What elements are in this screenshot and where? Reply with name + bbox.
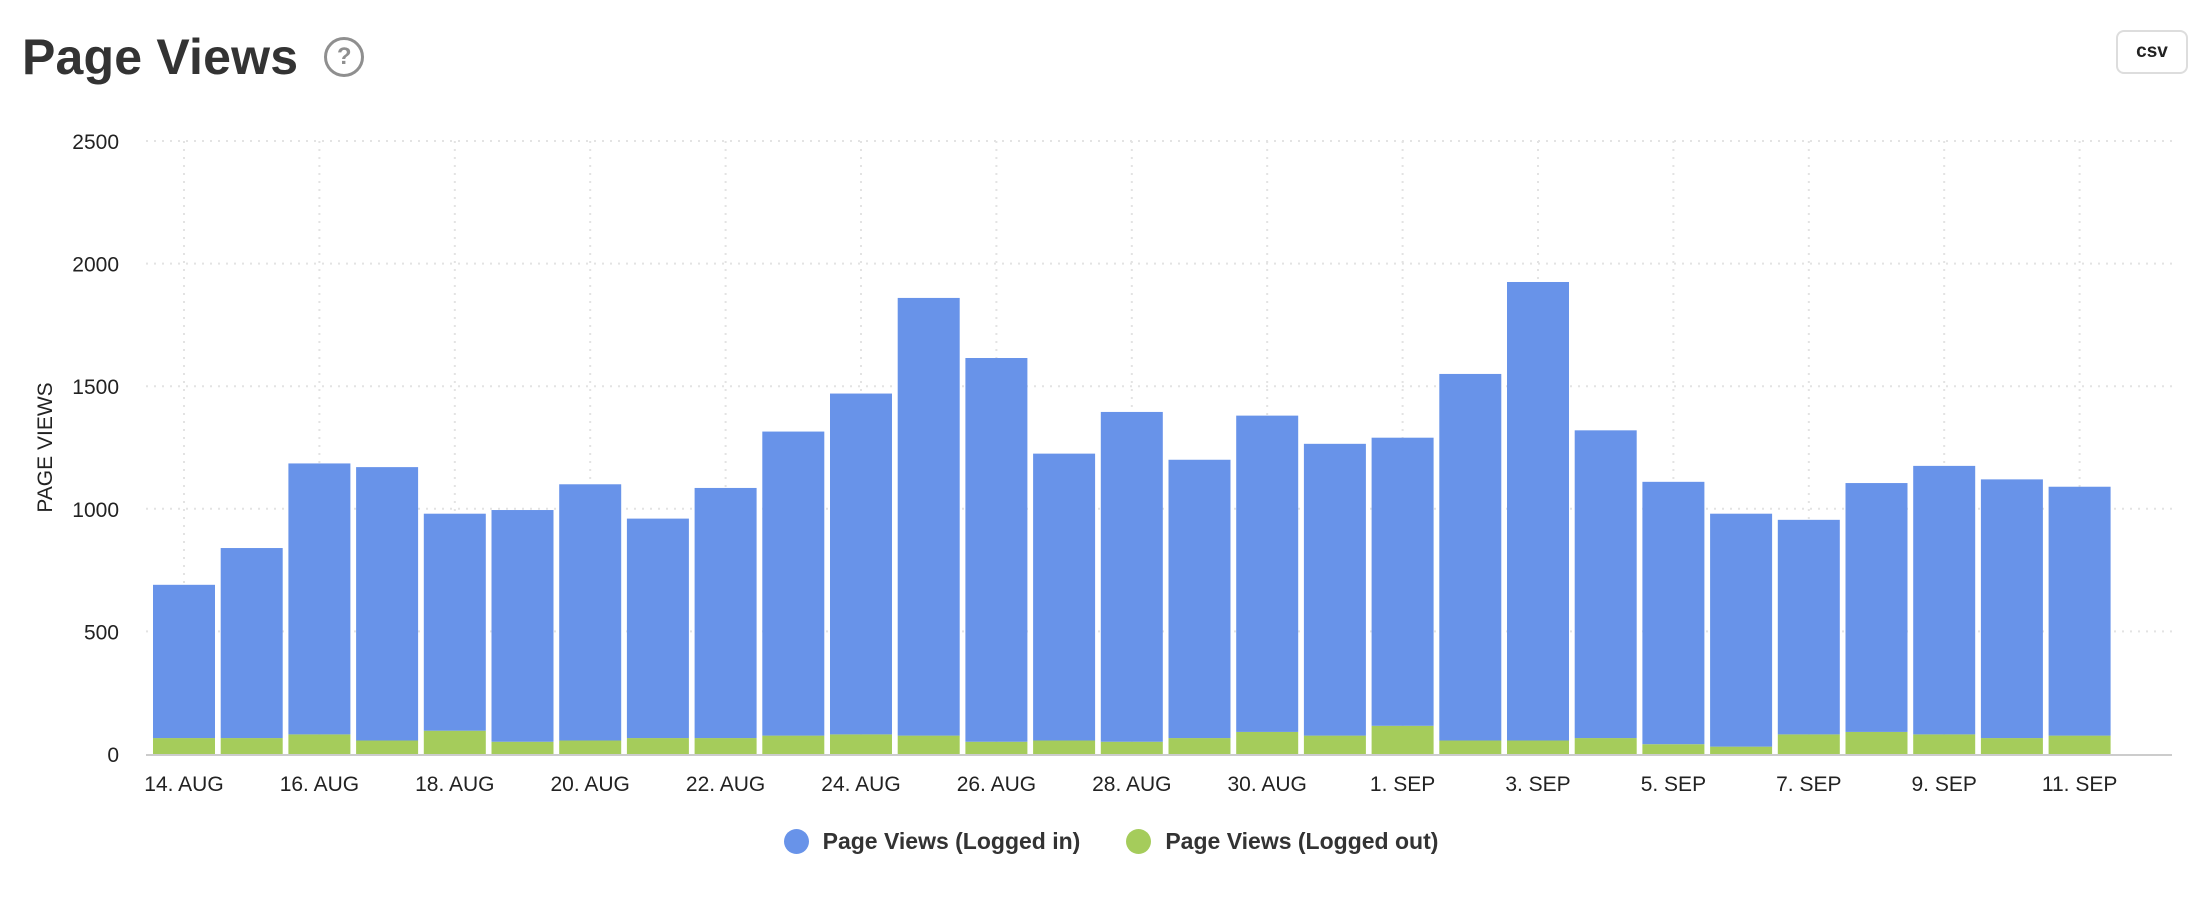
legend-item[interactable]: Page Views (Logged in) [783,828,1081,855]
bar-page-views-logged-out [1980,738,2043,754]
legend-dot-icon [783,829,809,854]
bar-page-views-logged-out [1303,735,1366,754]
bar-page-views-logged-out [1236,731,1299,754]
x-tick-label: 20. AUG [551,773,630,796]
x-tick-label: 5. SEP [1641,773,1706,796]
bar-page-views-logged-out [1777,734,1840,754]
bar-page-views-logged-in [965,358,1028,742]
bar-page-views-logged-out [762,735,825,754]
bar-page-views-logged-out [694,738,757,754]
page-title: Page Views [22,29,299,85]
bar-page-views-logged-in [1642,481,1705,745]
x-tick-label: 18. AUG [415,773,494,796]
y-tick-label: 500 [84,621,119,644]
x-tick-label: 30. AUG [1228,773,1307,796]
bar-page-views-logged-in [1507,281,1569,741]
bar-page-views-logged-in [288,463,351,735]
bar-page-views-logged-in [1236,415,1299,732]
bar-page-views-logged-out [897,735,960,754]
bar-page-views-logged-out [1439,740,1502,754]
y-tick-label: 1500 [72,376,119,399]
x-tick-label: 24. AUG [821,773,900,796]
legend-dot-icon [1126,829,1152,854]
bar-page-views-logged-in [1100,411,1163,742]
bar-page-views-logged-out [626,738,689,754]
bar-page-views-logged-out [1168,738,1231,754]
csv-export-button[interactable]: csv [2116,30,2188,74]
x-tick-label: 16. AUG [280,773,359,796]
bar-page-views-logged-in [491,510,554,742]
bar-page-views-logged-out [1033,740,1096,754]
bar-page-views-logged-out [1371,725,1434,754]
legend-item[interactable]: Page Views (Logged out) [1126,828,1438,855]
bar-page-views-logged-out [830,734,892,754]
y-tick-label: 2000 [72,254,119,277]
bar-page-views-logged-in [1574,430,1637,739]
y-tick-label: 1000 [72,499,119,522]
bar-page-views-logged-out [559,740,622,754]
page-views-chart: 0 500 1000 1500 2000 2500 PAGE VIEWS 14. AUG 16.… [34,131,2172,796]
bar-page-views-logged-out [1845,731,1908,754]
bar-page-views-logged-in [423,513,486,731]
bar-page-views-logged-out [2048,735,2111,754]
bar-page-views-logged-out [1507,740,1569,754]
y-axis-title: PAGE VIEWS [34,382,57,512]
y-tick-label: 2500 [72,131,119,154]
bar-page-views-logged-in [897,297,960,736]
bar-page-views-logged-in [1303,443,1366,736]
bar-page-views-logged-in [1439,373,1502,741]
x-tick-label: 14. AUG [144,773,223,796]
bar-page-views-logged-out [491,741,554,754]
bar-page-views-logged-out [153,738,215,754]
bar-page-views-logged-in [1371,437,1434,726]
x-tick-label: 22. AUG [686,773,765,796]
help-icon[interactable]: ? [324,37,365,77]
chart-header: Page Views ? [22,22,365,92]
bar-page-views-logged-out [1710,746,1773,754]
bar-page-views-logged-in [1777,519,1840,735]
bar-page-views-logged-in [2048,486,2111,736]
bar-page-views-logged-in [1033,453,1096,741]
bar-page-views-logged-in [1980,479,2043,739]
bar-page-views-logged-in [762,431,825,736]
bar-page-views-logged-in [356,467,419,741]
bar-page-views-logged-in [1845,483,1908,732]
chart-legend: Page Views (Logged in) Page Views (Logged… [0,828,2200,855]
bar-page-views-logged-out [1642,744,1705,754]
bar-page-views-logged-out [356,740,419,754]
bar-page-views-logged-out [423,730,486,754]
bar-page-views-logged-out [288,734,351,754]
legend-label: Page Views (Logged in) [822,828,1081,854]
y-tick-label: 0 [107,744,119,767]
x-tick-label: 28. AUG [1092,773,1171,796]
x-tick-label: 11. SEP [2042,773,2118,796]
bar-page-views-logged-in [220,548,283,739]
bar-page-views-logged-out [965,741,1028,754]
bar-page-views-logged-in [1710,513,1773,747]
bar-page-views-logged-in [626,518,689,739]
x-tick-label: 3. SEP [1505,773,1570,796]
bar-page-views-logged-in [153,584,215,739]
bar-page-views-logged-out [1100,741,1163,754]
x-tick-label: 1. SEP [1370,773,1435,796]
legend-label: Page Views (Logged out) [1165,828,1439,854]
x-tick-label: 9. SEP [1912,773,1977,796]
bar-page-views-logged-in [694,487,757,739]
bar-page-views-logged-in [830,393,892,735]
bar-page-views-logged-in [559,484,622,741]
x-tick-label: 26. AUG [957,773,1036,796]
bar-page-views-logged-in [1913,465,1976,735]
x-tick-label: 7. SEP [1776,773,1841,796]
bar-page-views-logged-out [220,738,283,754]
bar-page-views-logged-out [1574,738,1637,754]
bar-page-views-logged-out [1913,734,1976,754]
bar-page-views-logged-in [1168,459,1231,739]
